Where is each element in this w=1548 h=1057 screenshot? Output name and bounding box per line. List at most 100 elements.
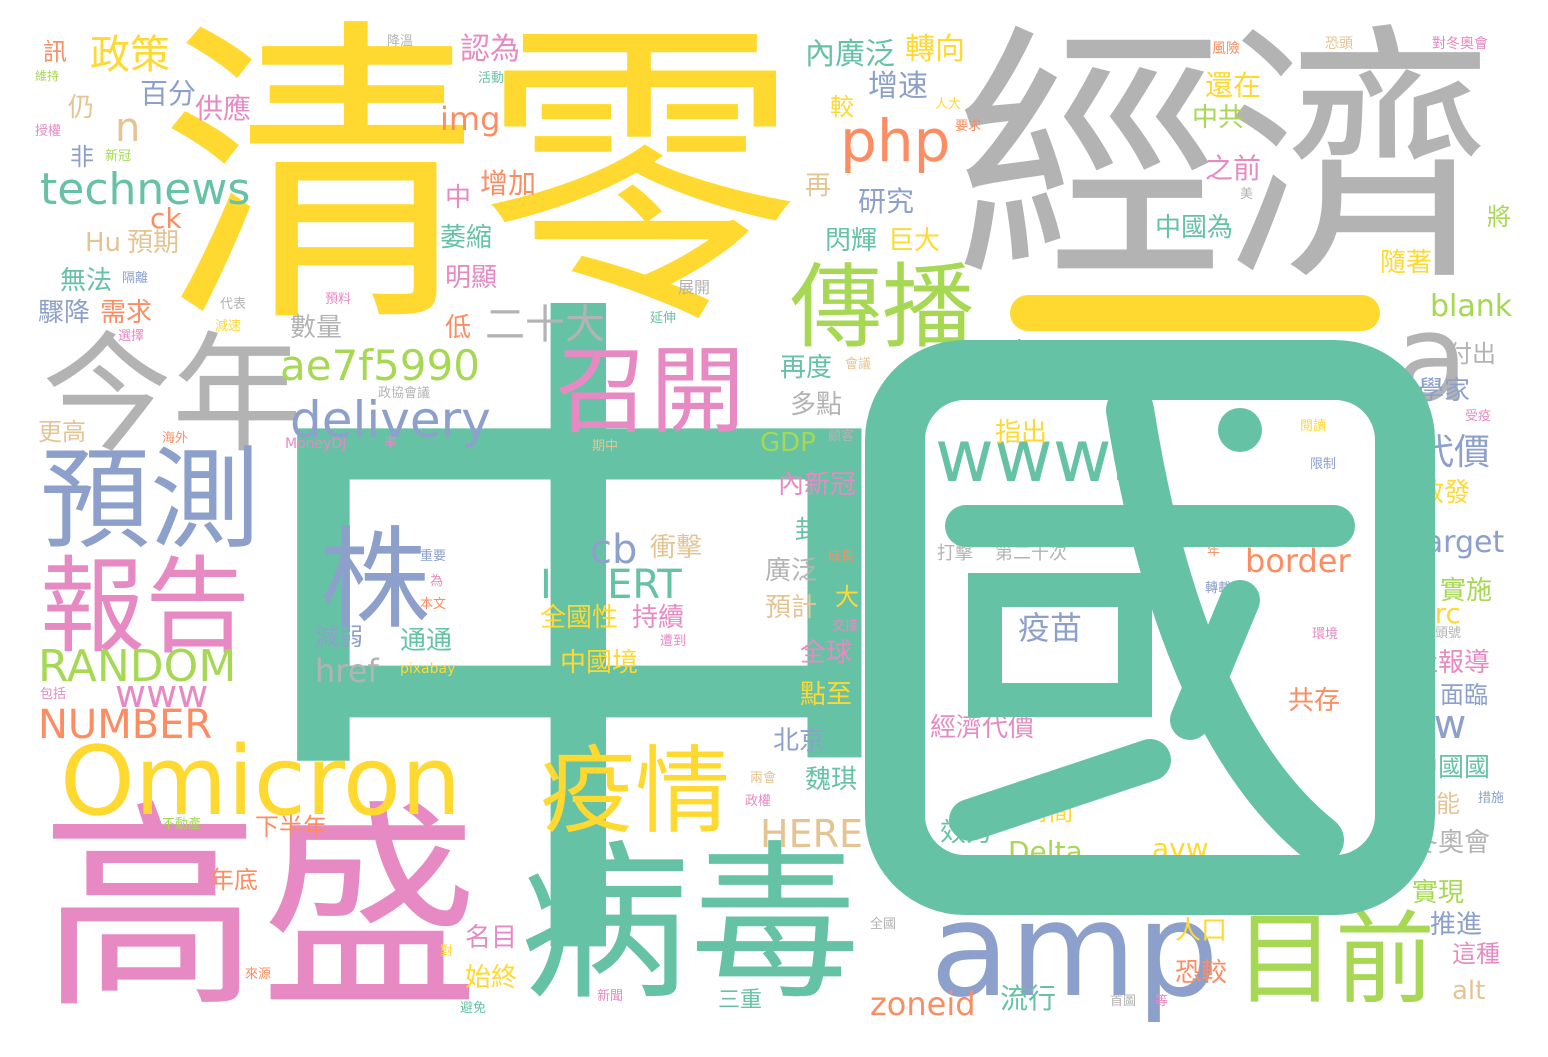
word-zaodao: 遭到 <box>660 634 687 649</box>
word-xiaoli: 效力 <box>940 818 993 848</box>
word-yuji: 預計 <box>765 593 818 623</box>
word-zhaokai: 召開 <box>555 337 746 447</box>
word-number: NUMBER <box>38 702 213 748</box>
word-zhiqian: 之前 <box>1205 152 1262 185</box>
word-jinnian: 今年 <box>42 319 303 471</box>
word-fei: 非 <box>70 143 94 171</box>
word-zhongguowei: 中國為 <box>1155 213 1234 243</box>
word-shijian: 時間 <box>1025 798 1073 826</box>
word-dianzhi: 點至 <box>800 680 853 710</box>
word-jiangwen: 降溫 <box>387 34 414 49</box>
word-target: target <box>1413 525 1505 560</box>
word-chengzhang: 成長 <box>828 549 855 564</box>
word-cb: cb <box>590 527 638 573</box>
word-shixian: 實現 <box>1412 878 1465 908</box>
word-genggao: 更高 <box>38 418 86 446</box>
word-guangfan: 廣泛 <box>765 556 818 586</box>
word-daijia: 代價 <box>1418 432 1491 473</box>
word-weiqi: 魏琪 <box>805 765 858 795</box>
word-jingji: 經濟 <box>955 2 1495 317</box>
word-beijing: 北京 <box>773 726 826 756</box>
word-img: img <box>440 100 501 138</box>
word-di: 低 <box>445 313 472 343</box>
word-ri: 日 <box>548 533 572 561</box>
word-renkou: 人口 <box>1175 916 1228 946</box>
word-xinguan-small: 新冠 <box>105 149 132 164</box>
word-shuliang: 數量 <box>290 313 343 343</box>
word-yanjiu: 研究 <box>858 185 915 218</box>
word-jiao: 較 <box>830 93 854 121</box>
word-yuce: 預測 <box>40 436 260 564</box>
word-zhongguo-zhong: 中國 <box>230 242 1548 1057</box>
word-yanshen: 延伸 <box>650 311 677 326</box>
word-zhijin: 至今 <box>980 338 1033 368</box>
word-href: href <box>315 652 379 690</box>
word-here: HERE <box>760 812 863 856</box>
word-qizhong: 期中 <box>592 439 619 454</box>
word-zhankai: 展開 <box>678 278 711 297</box>
word-neiguangfan: 內廣泛 <box>805 37 895 72</box>
word-random: RANDOM <box>38 641 237 692</box>
word-quanguoxing: 全國性 <box>540 603 619 633</box>
word-geli: 隔離 <box>122 271 149 286</box>
word-chuanbo: 傳播 <box>790 254 975 361</box>
word-shouquan: 授權 <box>35 124 62 139</box>
word-yuqi: 預期 <box>127 228 180 258</box>
word-zhichu: 指出 <box>995 418 1048 448</box>
word-gaosheng: 高盛 <box>40 782 481 1038</box>
word-tuijin: 推進 <box>1430 910 1483 940</box>
word-fengxian: 風險 <box>1212 41 1240 57</box>
word-ershida: 二十大 <box>485 302 605 348</box>
word-zhezhong: 這種 <box>1452 940 1500 968</box>
word-moneydj: MoneyDJ <box>285 436 347 452</box>
word-delivery: delivery <box>290 391 491 449</box>
word-zhonggong: 中共 <box>1192 103 1245 133</box>
word-zhuanxiang: 轉向 <box>905 32 965 67</box>
word-weichi: 維持 <box>35 69 60 83</box>
word-jingjidaijia: 經濟代價 <box>930 713 1035 743</box>
word-technews: technews <box>40 164 251 215</box>
word-zhong-single: 中 <box>445 183 472 213</box>
word-xuanze: 選擇 <box>118 329 145 344</box>
word-chixu: 持續 <box>632 603 685 633</box>
word-helen: Helen <box>1282 337 1369 372</box>
word-zengsu: 增速 <box>868 69 928 104</box>
word-laiyuan: 來源 <box>245 967 272 982</box>
word-zoneid: zoneid <box>870 985 976 1023</box>
word-tongtong: 通通 <box>400 626 453 656</box>
word-www: www <box>115 672 209 716</box>
word-pixabay: pixabay <box>400 661 456 677</box>
word-gdp: GDP <box>760 428 816 458</box>
word-kongtou: 恐頭 <box>1325 36 1353 52</box>
word-insert: INSERT <box>540 562 682 608</box>
word-suizhe: 隨著 <box>1380 248 1433 278</box>
word-zhengce: 政策 <box>90 32 170 78</box>
word-cuoshi: 措施 <box>1478 791 1505 806</box>
word-reng: 仍 <box>68 93 95 123</box>
word-alt: alt <box>1452 976 1486 1006</box>
word-mingxian: 明顯 <box>445 263 498 293</box>
word-zhu: 株 <box>320 516 430 644</box>
word-shizhong: 始終 <box>465 963 518 993</box>
word-xuejia: 學家 <box>1418 376 1471 406</box>
word-guke: 顧客 <box>828 429 855 444</box>
word-dierci: 第二十次 <box>995 543 1067 564</box>
word-fengsuo: 封鎖 <box>795 516 848 546</box>
word-duodian: 多點 <box>790 390 843 420</box>
word-xun: 訊 <box>43 38 67 66</box>
word-tw: tw <box>1418 702 1467 748</box>
word-duidongaohui: 對冬奧會 <box>1432 36 1488 52</box>
word-mianlin: 面臨 <box>1440 681 1488 709</box>
word-zhuanzai: 轉載 <box>1205 581 1232 596</box>
word-quanguo: 全國 <box>870 917 897 932</box>
word-shoutu: 首圖 <box>1110 994 1137 1009</box>
word-huanjing: 環境 <box>1312 627 1339 642</box>
word-shanhui: 閃輝 <box>825 226 878 256</box>
word-wei: 為 <box>430 574 444 589</box>
word-bingdu: 病毒 <box>520 826 861 1024</box>
word-php: php <box>840 107 951 175</box>
word-zaidu: 再度 <box>780 353 833 383</box>
word-haiyao: 還要 <box>1200 340 1248 368</box>
word-renwei: 認為 <box>460 32 520 67</box>
